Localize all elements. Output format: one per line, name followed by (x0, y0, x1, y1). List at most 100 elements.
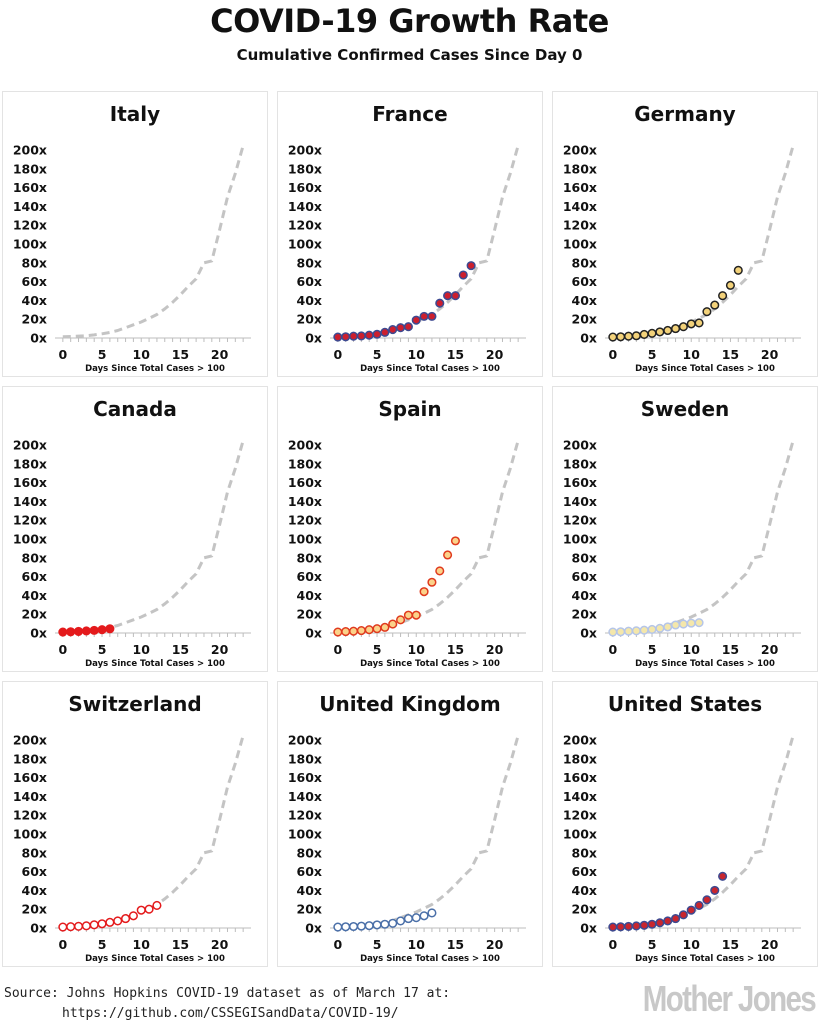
x-tick-label: 10 (408, 937, 426, 952)
data-point (616, 627, 626, 637)
data-point (663, 325, 673, 336)
chart-svg: Sweden 0x 20x 40x 60x 80x 100x 120x 140x 160x 180x… (563, 397, 801, 669)
data-point (671, 324, 681, 334)
y-tick-label: 160x (13, 180, 47, 195)
x-axis-label: Days Since Total Cases > 100 (85, 954, 225, 964)
y-tick-label: 140x (288, 199, 322, 214)
data-point (396, 916, 406, 926)
data-point (725, 280, 735, 290)
y-tick-label: 40x (22, 588, 47, 603)
data-point (710, 300, 720, 310)
data-point (372, 329, 382, 339)
y-tick-label: 80x (22, 255, 47, 270)
data-point (663, 622, 673, 632)
panel-title: United States (608, 692, 762, 716)
y-tick-label: 140x (13, 494, 47, 509)
y-tick-label: 100x (13, 827, 47, 842)
data-point (97, 625, 107, 635)
y-tick-label: 80x (572, 845, 597, 860)
y-tick-label: 40x (572, 883, 597, 898)
x-tick-label: 20 (761, 937, 779, 952)
page-title: COVID-19 Growth Rate (210, 2, 609, 40)
y-tick-label: 200x (288, 143, 322, 158)
x-tick-label: 20 (486, 937, 504, 952)
y-tick-label: 80x (22, 550, 47, 565)
data-point (372, 920, 382, 930)
x-tick-label: 0 (608, 347, 617, 362)
x-tick-label: 10 (133, 937, 151, 952)
data-point (686, 618, 696, 628)
y-tick-label: 60x (22, 569, 47, 584)
y-tick-label: 60x (572, 864, 597, 879)
data-point (411, 610, 421, 620)
reference-line (612, 144, 795, 339)
chart-panel-canada: Canada 0x 20x 40x 60x 80x 100x 120x 140x 160x 180x… (2, 386, 268, 672)
data-point (678, 910, 688, 920)
data-point (718, 871, 728, 881)
data-point (616, 922, 626, 932)
x-tick-label: 20 (486, 347, 504, 362)
data-point (113, 916, 123, 926)
x-tick-label: 5 (373, 642, 382, 657)
x-axis-label: Days Since Total Cases > 100 (85, 364, 225, 374)
data-point (663, 916, 673, 926)
panel-title: Italy (110, 102, 160, 126)
chart-svg: Italy 0x 20x 40x 60x 80x 100x 120x 140x 160x 180x 2… (13, 102, 251, 374)
y-tick-label: 180x (563, 456, 597, 471)
x-tick-label: 5 (373, 937, 382, 952)
y-tick-label: 120x (13, 513, 47, 528)
chart-panel-united-kingdom: United Kingdom 0x 20x 40x 60x 80x 100x 120x 140x… (277, 681, 543, 967)
chart-panel-sweden: Sweden 0x 20x 40x 60x 80x 100x 120x 140x 160x 180x… (552, 386, 818, 672)
y-tick-label: 60x (22, 864, 47, 879)
data-point (655, 918, 665, 928)
data-point (81, 626, 91, 636)
data-point (419, 587, 429, 597)
y-tick-label: 40x (297, 588, 322, 603)
data-point (671, 620, 681, 630)
data-point (702, 307, 712, 317)
x-tick-label: 0 (333, 937, 342, 952)
y-tick-label: 60x (297, 864, 322, 879)
y-tick-label: 20x (572, 312, 597, 327)
y-tick-label: 40x (297, 293, 322, 308)
x-tick-label: 15 (447, 347, 464, 362)
reference-line (612, 439, 795, 634)
y-tick-label: 20x (22, 607, 47, 622)
data-point (348, 921, 359, 932)
data-point (333, 627, 343, 637)
data-point (411, 913, 421, 923)
x-axis-label: Days Since Total Cases > 100 (635, 954, 775, 964)
x-tick-label: 10 (133, 347, 151, 362)
x-tick-label: 10 (408, 347, 426, 362)
data-point (655, 327, 665, 337)
x-tick-label: 10 (133, 642, 151, 657)
data-point (58, 627, 68, 637)
data-point (450, 536, 460, 546)
chart-svg: United Kingdom 0x 20x 40x 60x 80x 100x 120x 140x… (288, 692, 526, 964)
data-point (435, 566, 445, 576)
data-point (411, 315, 421, 325)
y-tick-label: 80x (297, 550, 322, 565)
data-point (89, 920, 99, 930)
chart-panel-united-states: United States 0x 20x 40x 60x 80x 100x 120x 140x 1… (552, 681, 818, 967)
x-tick-label: 20 (486, 642, 504, 657)
y-tick-label: 60x (22, 274, 47, 289)
y-tick-label: 0x (305, 626, 322, 641)
source-line-1: Source: Johns Hopkins COVID-19 dataset a… (4, 986, 451, 1001)
data-point (73, 921, 84, 931)
data-point (364, 921, 374, 931)
data-point (89, 625, 99, 635)
data-point (144, 904, 154, 914)
data-point (403, 610, 413, 620)
y-tick-label: 160x (13, 770, 47, 785)
y-tick-label: 0x (30, 921, 47, 936)
y-tick-label: 200x (563, 143, 597, 158)
data-point (686, 319, 696, 329)
data-point (105, 624, 115, 634)
y-tick-label: 120x (13, 218, 47, 233)
data-point (419, 311, 429, 321)
data-point (678, 619, 688, 629)
y-tick-label: 20x (572, 902, 597, 917)
y-tick-label: 100x (13, 532, 47, 547)
data-point (686, 905, 696, 915)
